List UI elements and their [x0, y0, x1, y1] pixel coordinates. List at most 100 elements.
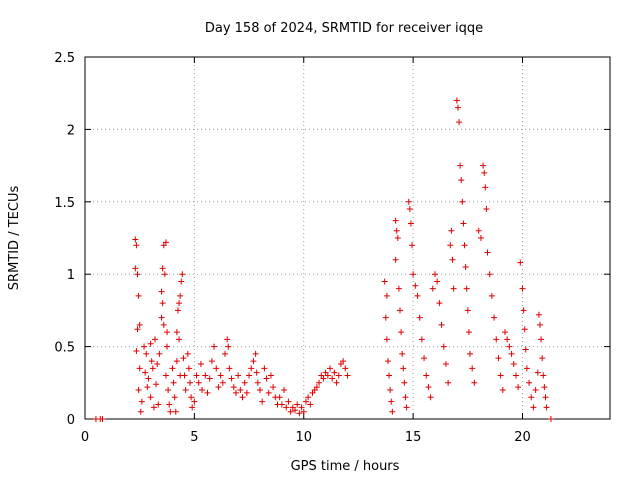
data-point	[434, 278, 441, 285]
data-point	[267, 372, 274, 379]
data-point	[409, 242, 416, 249]
data-point	[381, 278, 388, 285]
data-point	[159, 300, 166, 307]
data-point	[158, 314, 165, 321]
data-point	[150, 404, 157, 411]
x-tick-label: 15	[405, 430, 422, 445]
data-point	[202, 372, 209, 379]
data-point	[504, 336, 511, 343]
data-point	[402, 394, 409, 401]
data-point	[534, 369, 541, 376]
data-point	[177, 292, 184, 299]
data-point	[225, 343, 232, 350]
data-point	[475, 227, 482, 234]
data-point	[502, 329, 508, 336]
x-axis-label: GPS time / hours	[291, 459, 400, 474]
data-point	[416, 314, 423, 321]
data-point	[418, 336, 425, 343]
data-point	[178, 278, 185, 285]
y-tick-label: 2	[67, 123, 75, 138]
data-point	[539, 355, 546, 362]
data-point	[486, 271, 493, 278]
data-point	[145, 375, 152, 382]
data-point	[206, 375, 213, 382]
data-point	[387, 387, 394, 394]
data-point	[136, 365, 143, 372]
data-points	[92, 97, 554, 422]
data-point	[135, 292, 142, 299]
data-point	[135, 387, 142, 394]
data-point	[457, 162, 464, 169]
data-point	[423, 372, 430, 379]
y-tick-label: 2.5	[54, 51, 75, 66]
data-point	[461, 242, 468, 249]
data-point	[147, 394, 154, 401]
data-point	[193, 372, 200, 379]
data-point	[298, 404, 305, 411]
data-point	[450, 285, 457, 292]
data-point	[142, 369, 149, 376]
data-point	[208, 358, 215, 365]
data-point	[523, 365, 530, 372]
data-point	[215, 384, 222, 391]
data-point	[499, 387, 506, 394]
y-tick-label: 1	[67, 268, 75, 283]
y-tick-label: 1.5	[54, 196, 75, 211]
data-point	[241, 379, 248, 386]
data-point	[491, 314, 498, 321]
data-point	[232, 389, 239, 396]
data-point	[132, 236, 139, 243]
data-point	[173, 358, 180, 365]
data-point	[259, 398, 266, 405]
data-point	[182, 387, 189, 394]
data-point	[320, 375, 327, 382]
y-axis-label: SRMTID / TECUs	[7, 186, 22, 291]
data-point	[239, 394, 246, 401]
data-point	[211, 343, 218, 350]
data-point	[263, 375, 270, 382]
data-point	[213, 365, 220, 372]
data-point	[180, 355, 187, 362]
data-point	[329, 375, 336, 382]
data-point	[331, 369, 338, 376]
data-point	[458, 177, 465, 184]
data-point	[512, 372, 519, 379]
data-point	[521, 326, 528, 333]
data-point	[170, 379, 177, 386]
data-point	[440, 343, 447, 350]
data-point	[162, 372, 169, 379]
data-point	[465, 329, 472, 336]
data-point	[243, 389, 250, 396]
data-point	[397, 307, 403, 314]
data-point	[313, 384, 320, 391]
data-point	[278, 401, 285, 408]
data-point	[217, 372, 224, 379]
data-point	[305, 394, 312, 401]
data-point	[528, 394, 535, 401]
data-point	[134, 271, 141, 278]
data-point	[386, 372, 393, 379]
data-point	[480, 162, 487, 169]
data-point	[393, 227, 400, 234]
data-point	[389, 408, 396, 415]
data-point	[165, 387, 172, 394]
data-point	[164, 343, 171, 350]
y-tick-label: 0.5	[54, 341, 75, 356]
data-point	[481, 169, 488, 176]
y-tick-label: 0	[67, 413, 75, 428]
data-point	[333, 379, 340, 386]
plot-frame	[84, 56, 611, 420]
data-point	[199, 387, 206, 394]
x-tick-label: 0	[81, 430, 89, 445]
data-point	[179, 271, 186, 278]
data-point	[382, 314, 389, 321]
data-point	[460, 220, 467, 227]
data-point	[540, 372, 547, 379]
data-point	[133, 242, 140, 249]
data-point	[156, 350, 163, 357]
data-point	[300, 408, 307, 415]
data-point	[421, 355, 428, 362]
data-point	[542, 394, 549, 401]
data-point	[401, 379, 408, 386]
data-point	[141, 343, 148, 350]
